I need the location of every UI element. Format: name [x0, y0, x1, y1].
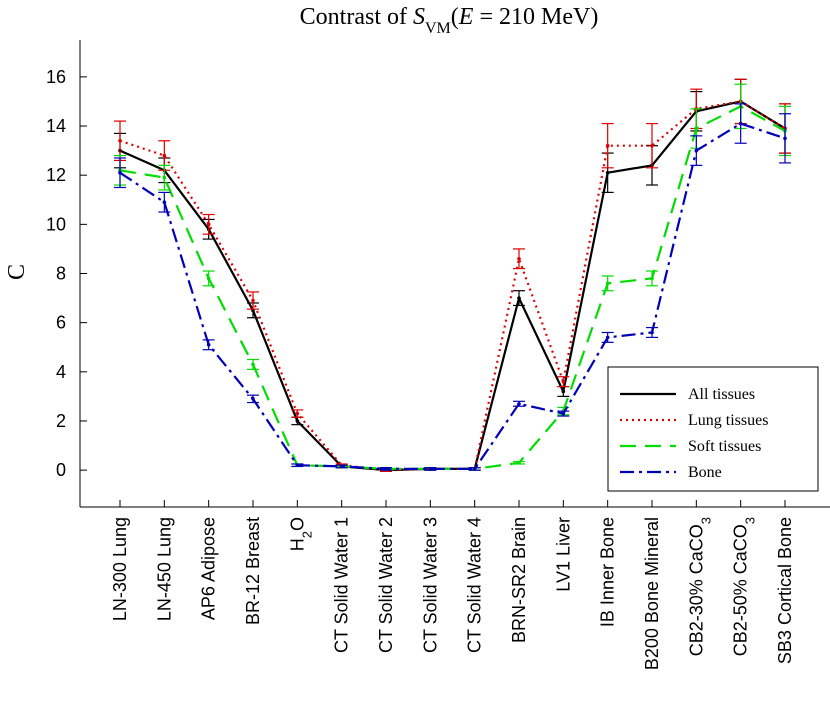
data-point-1-0 — [118, 138, 122, 143]
data-point-3-14 — [738, 121, 743, 126]
data-point-3-9 — [517, 401, 521, 406]
data-point-2-2 — [206, 276, 211, 281]
data-point-2-11 — [605, 281, 610, 286]
data-point-0-11 — [605, 170, 610, 175]
x-tick-label-11: IB Inner Bone — [598, 517, 618, 627]
series-line-2 — [119, 105, 786, 470]
x-tick-label-14: CB2-50% CaCO3 — [731, 517, 758, 656]
legend-label-2: Soft tissues — [688, 438, 761, 455]
x-tick-label-12: B200 Bone Mineral — [642, 517, 662, 670]
data-point-3-15 — [783, 136, 787, 141]
data-point-3-8 — [472, 467, 477, 471]
data-point-2-1 — [162, 175, 167, 180]
data-point-2-12 — [650, 276, 654, 281]
data-point-3-13 — [694, 148, 699, 153]
legend-label-3: Bone — [688, 464, 722, 481]
x-tick-label-13: CB2-30% CaCO3 — [686, 517, 713, 656]
x-tick-label-2: AP6 Adipose — [199, 517, 219, 620]
x-tick-label-15: SB3 Cortical Bone — [775, 517, 795, 664]
data-point-3-7 — [428, 467, 433, 471]
legend-label-0: All tissues — [688, 386, 755, 403]
data-point-2-9 — [517, 460, 521, 465]
y-tick-label-6: 12 — [46, 165, 66, 185]
y-tick-label-4: 8 — [56, 264, 66, 284]
x-tick-label-6: CT Solid Water 2 — [376, 517, 396, 653]
x-tick-label-4: H2O — [287, 517, 314, 551]
x-tick-label-10: LV1 Liver — [553, 517, 573, 592]
y-tick-label-0: 0 — [56, 460, 66, 480]
y-tick-label-2: 4 — [56, 362, 66, 382]
data-point-3-2 — [206, 342, 211, 347]
legend-label-1: Lung tissues — [688, 412, 768, 429]
data-point-1-3 — [251, 298, 255, 303]
data-point-1-1 — [162, 153, 167, 158]
data-point-1-2 — [206, 222, 211, 227]
x-tick-label-9: BRN-SR2 Brain — [509, 517, 529, 643]
data-point-1-11 — [605, 143, 610, 148]
data-point-1-4 — [295, 411, 300, 416]
series-line-3 — [119, 122, 786, 470]
y-axis-label-group: C — [4, 264, 30, 280]
data-point-3-6 — [384, 467, 388, 471]
legend-box — [607, 366, 819, 492]
data-point-0-4 — [295, 419, 300, 423]
plot-area: 0 2 4 6 8 10 12 14 16 LN-300 Lung LN-450 Lung AP6 A… — [46, 40, 830, 670]
y-tick-label-5: 10 — [46, 214, 66, 234]
x-tick-label-7: CT Solid Water 3 — [420, 517, 440, 653]
y-tick-label-7: 14 — [46, 116, 66, 136]
series-3 — [114, 103, 791, 471]
data-point-3-10 — [561, 411, 566, 416]
data-point-1-12 — [650, 143, 654, 148]
data-point-0-9 — [517, 296, 521, 300]
legend: All tissues Lung tissues Soft tissues Bone — [607, 366, 819, 492]
x-tick-label-1: LN-450 Lung — [154, 517, 174, 621]
data-point-2-3 — [251, 362, 255, 367]
data-point-3-4 — [295, 463, 300, 468]
data-point-1-9 — [517, 256, 521, 261]
data-point-2-13 — [694, 126, 699, 131]
data-point-3-3 — [251, 397, 255, 401]
y-tick-label-1: 2 — [56, 411, 66, 431]
y-tick-label-8: 16 — [46, 67, 66, 87]
data-point-3-5 — [339, 464, 344, 469]
x-tick-label-0: LN-300 Lung — [110, 517, 130, 621]
data-point-0-10 — [561, 389, 566, 394]
y-axis-label: C — [4, 264, 30, 280]
y-tick-label-3: 6 — [56, 313, 66, 333]
chart-title: Contrast of SVM(E = 210 MeV) — [300, 4, 599, 37]
x-tick-label-8: CT Solid Water 4 — [465, 517, 485, 653]
data-point-1-10 — [561, 379, 566, 384]
data-point-3-12 — [650, 330, 654, 335]
data-point-3-1 — [162, 200, 167, 205]
x-tick-label-5: CT Solid Water 1 — [332, 517, 352, 653]
data-point-3-0 — [118, 170, 122, 175]
data-point-3-11 — [605, 335, 610, 340]
x-tick-label-3: BR-12 Breast — [243, 517, 263, 625]
